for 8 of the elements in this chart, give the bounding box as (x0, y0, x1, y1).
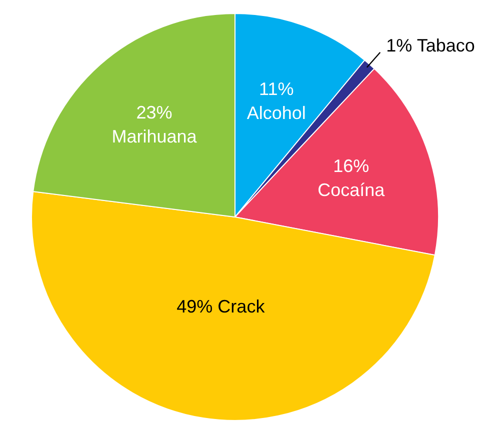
slice-label: Marihuana (112, 126, 198, 146)
data-label: 23% (136, 102, 172, 122)
slice-label: Cocaína (318, 180, 386, 200)
slice-label: 49% Crack (176, 296, 266, 316)
data-label: 11% (259, 79, 294, 100)
data-label: 16% (333, 156, 370, 176)
slice-label: Alcohol (246, 103, 306, 124)
slice-label: 1% Tabaco (386, 35, 475, 56)
